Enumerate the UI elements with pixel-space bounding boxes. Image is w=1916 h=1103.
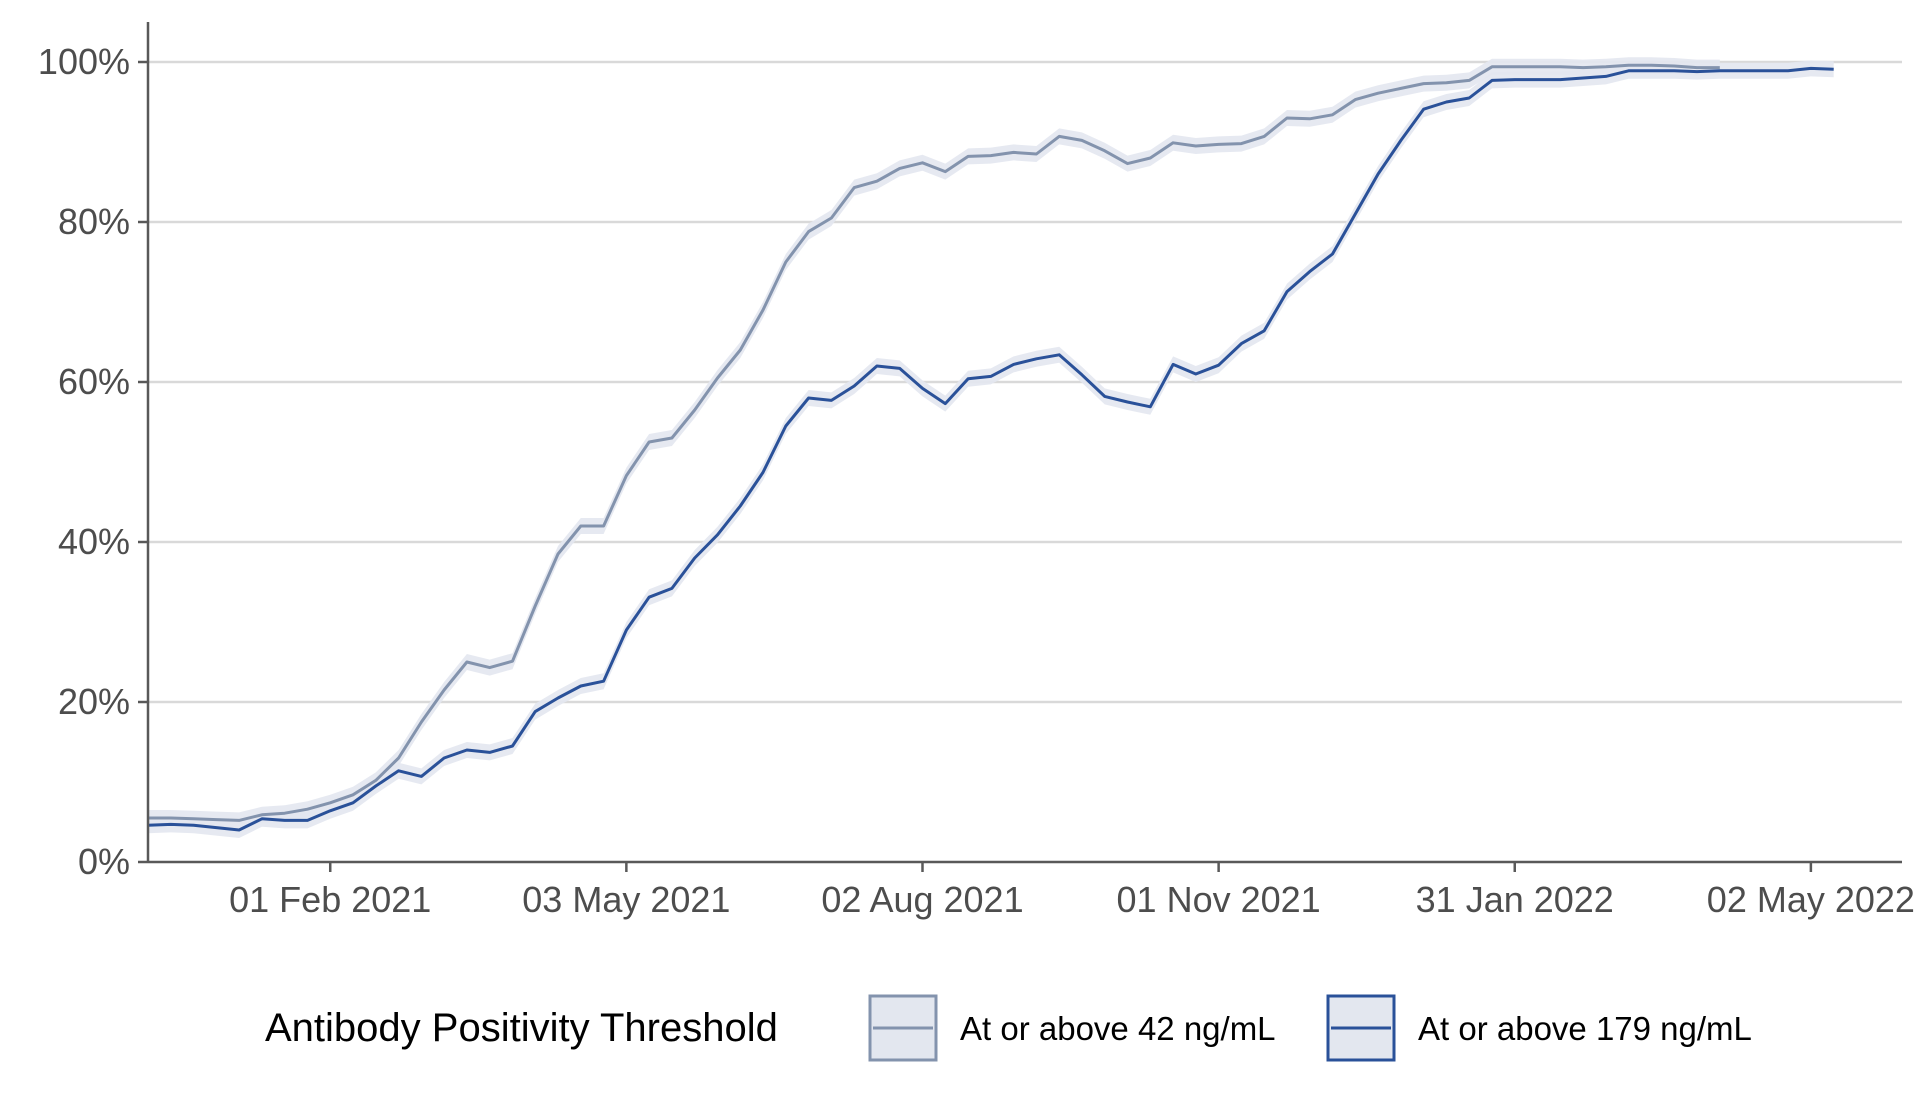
x-tick-label: 01 Feb 2021: [229, 879, 431, 920]
y-tick-label: 100%: [38, 41, 130, 82]
y-tick-label: 40%: [58, 521, 130, 562]
x-axis-ticks: 01 Feb 2021 03 May 2021 02 Aug 2021 01 Nov …: [229, 862, 1915, 920]
confidence-band-1: [148, 57, 1720, 829]
series-line-2: [147, 66, 1834, 832]
legend-label: At or above 179 ng/mL: [1418, 1010, 1752, 1047]
series-line-1: [148, 63, 1720, 822]
gridlines: [148, 60, 1902, 704]
y-tick-label: 60%: [58, 361, 130, 402]
confidence-band-2: [148, 60, 1834, 838]
legend-title: Antibody Positivity Threshold: [265, 1006, 778, 1050]
y-axis-ticks: 0% 20% 40% 60% 80% 100%: [38, 41, 148, 882]
x-tick-label: 02 Aug 2021: [821, 879, 1023, 920]
confidence-bands: [148, 57, 1834, 838]
y-tick-label: 80%: [58, 201, 130, 242]
y-tick-label: 0%: [78, 841, 130, 882]
legend-items: At or above 42 ng/mL At or above 179 ng/m…: [868, 994, 1752, 1062]
series-lines: [147, 63, 1834, 832]
x-tick-label: 02 May 2022: [1707, 879, 1915, 920]
legend-item-1: At or above 42 ng/mL: [868, 994, 1276, 1062]
legend: Antibody Positivity Threshold At or abov…: [265, 994, 1752, 1062]
x-tick-label: 03 May 2021: [522, 879, 730, 920]
x-tick-label: 31 Jan 2022: [1416, 879, 1614, 920]
axes: [146, 22, 1902, 864]
legend-label: At or above 42 ng/mL: [960, 1010, 1276, 1047]
x-tick-label: 01 Nov 2021: [1117, 879, 1321, 920]
legend-item-2: At or above 179 ng/mL: [1326, 994, 1752, 1062]
y-tick-label: 20%: [58, 681, 130, 722]
